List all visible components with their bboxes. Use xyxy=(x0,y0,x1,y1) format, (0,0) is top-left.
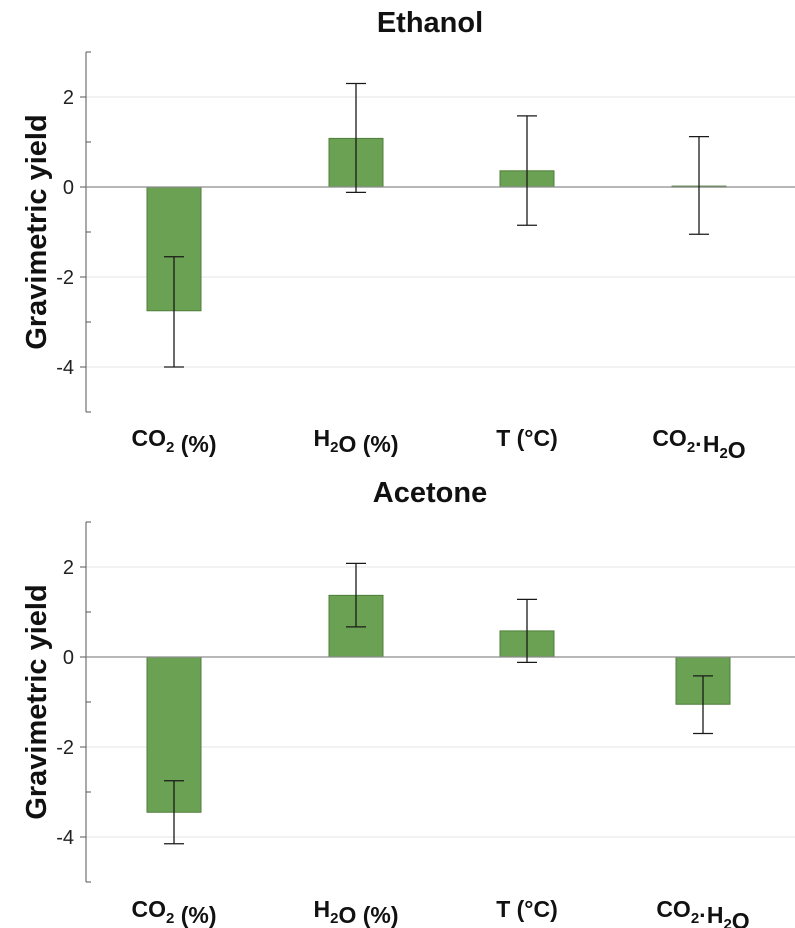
chart-title: Acetone xyxy=(373,477,487,509)
acetone-chart: Acetone Gravimetric yield-4 -2 0 2 CO2 (%) H2O… xyxy=(21,477,795,928)
x-category-label: CO2 (%) xyxy=(131,425,216,457)
y-axis-label: Gravimetric yield xyxy=(21,584,53,819)
y-tick-label: 0 xyxy=(63,647,74,669)
y-tick-label: 2 xyxy=(63,557,74,579)
x-category-label: CO2 (%) xyxy=(131,896,216,928)
y-axis-label: Gravimetric yield xyxy=(21,114,53,349)
y-tick-label: -4 xyxy=(56,827,74,849)
x-category-label: CO2·H2O xyxy=(652,425,745,463)
y-tick-label: 2 xyxy=(63,87,74,109)
x-category-label: H2O (%) xyxy=(313,425,398,457)
x-category-label: T (°C) xyxy=(496,896,558,922)
chart-title: Ethanol xyxy=(377,7,483,39)
y-tick-label: -4 xyxy=(56,357,74,379)
ethanol-chart: Ethanol Gravimetric yield-4 -2 0 2 CO2 (%) H2O… xyxy=(21,7,795,463)
x-category-label: H2O (%) xyxy=(313,896,398,928)
y-tick-label: 0 xyxy=(63,177,74,199)
x-category-label: CO2·H2O xyxy=(656,896,749,928)
y-tick-label: -2 xyxy=(56,267,74,289)
y-tick-label: -2 xyxy=(56,737,74,759)
x-category-label: T (°C) xyxy=(496,425,558,451)
